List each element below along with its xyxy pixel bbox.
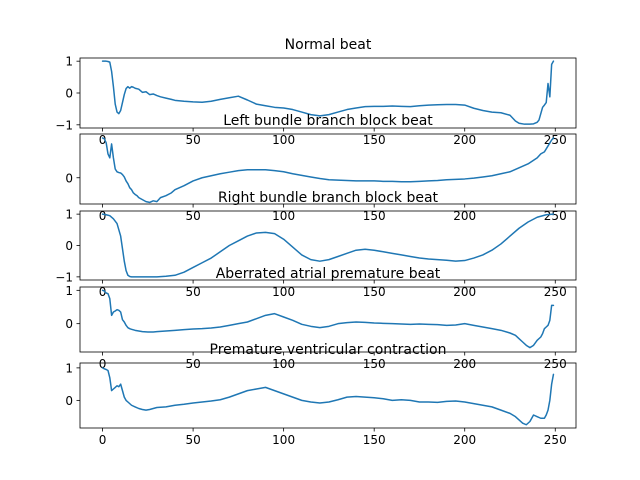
y-tick-label: −1 bbox=[55, 270, 73, 284]
y-tick-label: 0 bbox=[65, 317, 73, 331]
x-tick-label: 0 bbox=[99, 285, 107, 299]
x-tick-label: 150 bbox=[363, 209, 386, 223]
axes-frame bbox=[79, 286, 577, 353]
ecg-trace-line bbox=[101, 213, 555, 278]
x-tick-label: 200 bbox=[453, 133, 476, 147]
x-tick-label: 150 bbox=[363, 433, 386, 447]
y-tick-label: 0 bbox=[65, 171, 73, 185]
x-tick-label: 100 bbox=[272, 433, 295, 447]
x-tick-label: 0 bbox=[99, 209, 107, 223]
x-tick-label: 50 bbox=[185, 209, 200, 223]
x-tick-label: 250 bbox=[544, 433, 567, 447]
x-tick-label: 150 bbox=[363, 133, 386, 147]
x-tick-label: 200 bbox=[453, 357, 476, 371]
y-tick-label: 0 bbox=[65, 239, 73, 253]
y-tick-label: 1 bbox=[65, 284, 73, 298]
subplot-title: Aberrated atrial premature beat bbox=[216, 266, 441, 282]
x-tick-label: 150 bbox=[363, 285, 386, 299]
y-tick-label: 1 bbox=[65, 361, 73, 375]
x-tick-label: 250 bbox=[544, 133, 567, 147]
subplot-title: Right bundle branch block beat bbox=[218, 190, 439, 206]
y-tick-label: 0 bbox=[65, 394, 73, 408]
ecg-trace-line bbox=[101, 367, 555, 426]
axes-frame bbox=[79, 362, 577, 429]
x-tick-label: 100 bbox=[272, 285, 295, 299]
ecg-trace-line bbox=[101, 289, 555, 349]
ecg-trace-line bbox=[101, 137, 555, 204]
x-tick-label: 0 bbox=[99, 133, 107, 147]
x-tick-label: 50 bbox=[185, 357, 200, 371]
y-tick-label: 0 bbox=[65, 87, 73, 101]
x-tick-label: 0 bbox=[99, 357, 107, 371]
x-tick-label: 100 bbox=[272, 209, 295, 223]
subplot-4: 0 50 100 150 200 250 0 1 Aberrated atrial premat… bbox=[65, 266, 577, 371]
x-tick-label: 100 bbox=[272, 133, 295, 147]
y-tick-label: −1 bbox=[55, 118, 73, 132]
subplot-title: Premature ventricular contraction bbox=[210, 342, 447, 358]
x-tick-label: 150 bbox=[363, 357, 386, 371]
subplot-title: Left bundle branch block beat bbox=[223, 113, 433, 129]
x-tick-label: 100 bbox=[272, 357, 295, 371]
subplot-5: 0 50 100 150 200 250 0 1 Premature ventricular c… bbox=[65, 342, 577, 447]
x-tick-label: 250 bbox=[544, 357, 567, 371]
axes-frame bbox=[79, 133, 577, 205]
x-tick-label: 0 bbox=[99, 433, 107, 447]
x-tick-label: 50 bbox=[185, 433, 200, 447]
x-tick-label: 200 bbox=[453, 433, 476, 447]
y-tick-label: 1 bbox=[65, 208, 73, 222]
y-tick-label: 1 bbox=[65, 55, 73, 69]
x-tick-label: 200 bbox=[453, 209, 476, 223]
x-tick-label: 50 bbox=[185, 133, 200, 147]
x-tick-label: 200 bbox=[453, 285, 476, 299]
subplot-title: Normal beat bbox=[285, 37, 372, 53]
x-tick-label: 250 bbox=[544, 285, 567, 299]
ecg-trace-line bbox=[101, 60, 555, 125]
x-tick-label: 250 bbox=[544, 209, 567, 223]
x-tick-label: 50 bbox=[185, 285, 200, 299]
